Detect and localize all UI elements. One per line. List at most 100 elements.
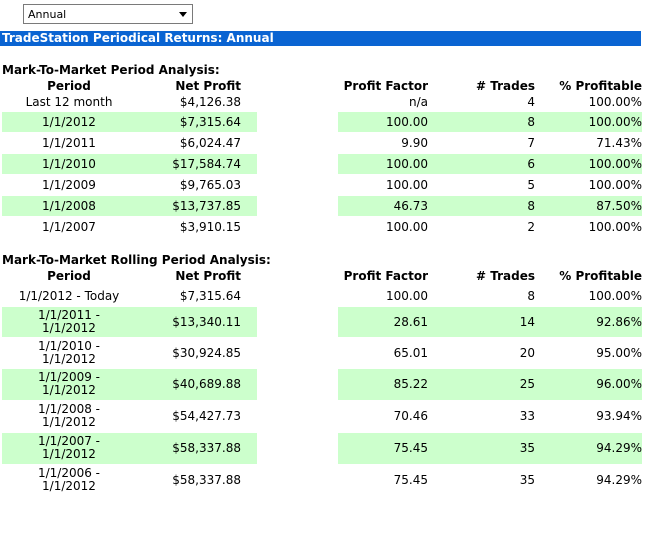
net-profit-cell: $4,126.38 bbox=[179, 95, 241, 109]
table-row: 1/1/2011 $6,024.47 9.90 7 71.43% bbox=[0, 133, 658, 153]
table-row: 1/1/2008 - 1/1/2012 $54,427.73 70.46 33 … bbox=[0, 401, 658, 431]
period-cell: 1/1/2010 bbox=[42, 157, 96, 171]
period-start: 1/1/2011 - bbox=[37, 308, 101, 322]
period-end: 1/1/2012 bbox=[42, 447, 96, 461]
profit-factor-cell: 100.00 bbox=[386, 178, 428, 192]
row-highlight bbox=[338, 196, 642, 216]
pct-profitable-cell: 96.00% bbox=[596, 377, 642, 391]
row-highlight bbox=[2, 369, 257, 400]
period-end: 1/1/2012 bbox=[42, 479, 96, 493]
period-cell: 1/1/2009 - 1/1/2012 bbox=[2, 371, 136, 397]
table-row: 1/1/2012 - Today $7,315.64 100.00 8 100.… bbox=[0, 286, 658, 306]
header-pct-profitable: % Profitable bbox=[559, 269, 642, 283]
period-cell: 1/1/2009 bbox=[42, 178, 96, 192]
period-type-value: Annual bbox=[28, 8, 67, 21]
net-profit-cell: $58,337.88 bbox=[172, 473, 241, 487]
trades-cell: 6 bbox=[527, 157, 535, 171]
row-highlight bbox=[2, 307, 257, 337]
pct-profitable-cell: 94.29% bbox=[596, 441, 642, 455]
period-cell: 1/1/2010 - 1/1/2012 bbox=[2, 340, 136, 366]
net-profit-cell: $7,315.64 bbox=[179, 289, 241, 303]
report-title: TradeStation Periodical Returns: Annual bbox=[0, 31, 641, 46]
table-row: 1/1/2009 $9,765.03 100.00 5 100.00% bbox=[0, 175, 658, 195]
profit-factor-cell: 28.61 bbox=[393, 315, 428, 329]
header-net-profit: Net Profit bbox=[175, 79, 241, 93]
pct-profitable-cell: 87.50% bbox=[596, 199, 642, 213]
net-profit-cell: $58,337.88 bbox=[172, 441, 241, 455]
row-highlight bbox=[338, 307, 642, 337]
row-highlight bbox=[338, 154, 642, 174]
row-highlight bbox=[2, 112, 257, 132]
table-row: 1/1/2012 $7,315.64 100.00 8 100.00% bbox=[0, 112, 658, 132]
profit-factor-cell: 75.45 bbox=[393, 473, 428, 487]
pct-profitable-cell: 95.00% bbox=[596, 346, 642, 360]
table-row: 1/1/2007 $3,910.15 100.00 2 100.00% bbox=[0, 217, 658, 237]
period-type-select[interactable]: Annual bbox=[23, 4, 193, 24]
net-profit-cell: $9,765.03 bbox=[179, 178, 241, 192]
trades-cell: 14 bbox=[519, 315, 535, 329]
trades-cell: 8 bbox=[527, 115, 535, 129]
table-row: 1/1/2009 - 1/1/2012 $40,689.88 85.22 25 … bbox=[0, 369, 658, 400]
pct-profitable-cell: 100.00% bbox=[588, 115, 642, 129]
trades-cell: 20 bbox=[519, 346, 535, 360]
trades-cell: 35 bbox=[519, 441, 535, 455]
chevron-down-icon[interactable] bbox=[179, 12, 187, 17]
net-profit-cell: $30,924.85 bbox=[172, 346, 241, 360]
period-end: 1/1/2012 bbox=[42, 321, 96, 335]
trades-cell: 8 bbox=[527, 289, 535, 303]
period-cell: 1/1/2007 - 1/1/2012 bbox=[2, 435, 136, 461]
period-start: 1/1/2007 - bbox=[37, 434, 101, 448]
header-profit-factor: Profit Factor bbox=[343, 269, 428, 283]
pct-profitable-cell: 100.00% bbox=[588, 178, 642, 192]
trades-cell: 2 bbox=[527, 220, 535, 234]
period-cell: 1/1/2008 - 1/1/2012 bbox=[2, 403, 136, 429]
table-row: 1/1/2007 - 1/1/2012 $58,337.88 75.45 35 … bbox=[0, 433, 658, 464]
header-period: Period bbox=[47, 79, 91, 93]
row-highlight bbox=[2, 196, 257, 216]
table-row: 1/1/2010 - 1/1/2012 $30,924.85 65.01 20 … bbox=[0, 338, 658, 368]
period-start: 1/1/2010 - bbox=[37, 339, 101, 353]
profit-factor-cell: 70.46 bbox=[393, 409, 428, 423]
pct-profitable-cell: 93.94% bbox=[596, 409, 642, 423]
trades-cell: 8 bbox=[527, 199, 535, 213]
net-profit-cell: $40,689.88 bbox=[172, 377, 241, 391]
profit-factor-cell: 46.73 bbox=[393, 199, 428, 213]
header-period: Period bbox=[47, 269, 91, 283]
profit-factor-cell: n/a bbox=[408, 95, 428, 109]
header-profit-factor: Profit Factor bbox=[343, 79, 428, 93]
table-row: 1/1/2011 - 1/1/2012 $13,340.11 28.61 14 … bbox=[0, 307, 658, 337]
profit-factor-cell: 100.00 bbox=[386, 115, 428, 129]
row-highlight bbox=[338, 369, 642, 400]
pct-profitable-cell: 100.00% bbox=[588, 289, 642, 303]
pct-profitable-cell: 100.00% bbox=[588, 157, 642, 171]
profit-factor-cell: 65.01 bbox=[393, 346, 428, 360]
trades-cell: 25 bbox=[519, 377, 535, 391]
net-profit-cell: $13,340.11 bbox=[172, 315, 241, 329]
net-profit-cell: $6,024.47 bbox=[179, 136, 241, 150]
header-trades: # Trades bbox=[476, 269, 535, 283]
period-cell: 1/1/2008 bbox=[42, 199, 96, 213]
row-highlight bbox=[338, 112, 642, 132]
table-row: Last 12 month $4,126.38 n/a 4 100.00% bbox=[0, 93, 658, 111]
pct-profitable-cell: 92.86% bbox=[596, 315, 642, 329]
row-highlight bbox=[338, 433, 642, 464]
pct-profitable-cell: 100.00% bbox=[588, 95, 642, 109]
trades-cell: 5 bbox=[527, 178, 535, 192]
profit-factor-cell: 100.00 bbox=[386, 220, 428, 234]
trades-cell: 33 bbox=[519, 409, 535, 423]
trades-cell: 4 bbox=[527, 95, 535, 109]
period-cell: 1/1/2012 bbox=[42, 115, 96, 129]
row-highlight bbox=[2, 433, 257, 464]
profit-factor-cell: 100.00 bbox=[386, 289, 428, 303]
period-start: 1/1/2009 - bbox=[37, 370, 101, 384]
period-cell: 1/1/2012 - Today bbox=[18, 289, 120, 303]
period-start: 1/1/2008 - bbox=[37, 402, 101, 416]
period-end: 1/1/2012 bbox=[42, 415, 96, 429]
header-trades: # Trades bbox=[476, 79, 535, 93]
profit-factor-cell: 85.22 bbox=[393, 377, 428, 391]
pct-profitable-cell: 71.43% bbox=[596, 136, 642, 150]
net-profit-cell: $13,737.85 bbox=[172, 199, 241, 213]
header-pct-profitable: % Profitable bbox=[559, 79, 642, 93]
period-start: 1/1/2006 - bbox=[37, 466, 101, 480]
table-row: 1/1/2006 - 1/1/2012 $58,337.88 75.45 35 … bbox=[0, 465, 658, 496]
